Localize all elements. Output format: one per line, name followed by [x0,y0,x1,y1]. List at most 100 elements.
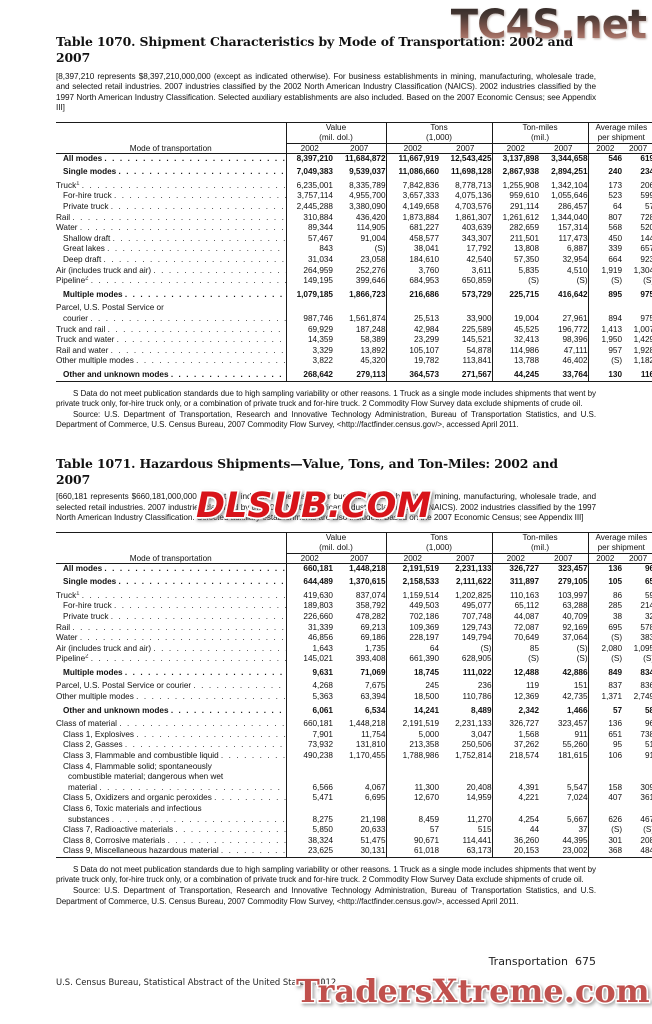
table-cell: 11,086,660 [385,167,440,178]
table-cell: 31,034 [285,254,333,266]
table-cell: 2,445,288 [285,202,333,213]
table-cell: 416,642 [557,289,588,299]
row-label: All modes . . . . . . . . . . . . . . . … [56,562,286,575]
table-cell: 2,749 [633,692,652,702]
table-cell: 7,901 [285,729,333,741]
table-cell: 206 [640,180,652,190]
table-cell: 21,198 [360,814,386,824]
table-cell: 57 [385,825,440,836]
table-cell: 1,007 [633,324,652,334]
table-cell: 8,275 [285,814,333,826]
row-label: Air (includes truck and air) . . . . . .… [56,265,286,275]
table-cell: 8,778,713 [455,180,492,190]
table-cell: (S) [491,654,540,665]
table-cell: 6,566 [285,782,333,794]
table-cell: 271,567 [461,369,492,379]
table-cell: 208 [640,835,652,845]
table-cell: 407 [587,793,623,804]
table1071-grid: Mode of transportation Value (mil. dol.) To… [56,531,652,858]
table-1071-headnote: [660,181 represents $660,181,000,000 (ex… [56,492,596,523]
table-cell: 73,932 [285,740,333,752]
table-cell: 7,842,836 [385,180,440,192]
table-cell: 343,307 [461,233,492,243]
table-cell: 895 [587,289,623,301]
table-cell: 3,137,898 [491,152,540,165]
table-cell: 361 [640,793,652,803]
table-cell: 546 [587,152,623,165]
table-cell: 57,350 [491,254,540,266]
table-row: Class 8, Corrosive materials . . . . . .… [56,835,652,847]
table-cell: 151 [573,681,588,691]
column-group-header: Value (mil. dol.) [285,121,387,144]
table-cell: (S) [374,244,386,254]
table-cell: (S) [576,654,588,664]
table-cell: 520 [640,223,652,233]
table-cell: 1,182 [633,356,652,366]
table-cell: 40,709 [562,611,588,621]
table-cell: 13,892 [360,345,386,355]
year-column-header: 2007 [539,552,589,564]
table-cell: 3,822 [285,356,333,367]
table-cell: 1,448,218 [333,562,387,575]
table-cell: 368 [587,846,623,858]
row-label: Deep draft . . . . . . . . . . . . . . .… [63,254,286,264]
table-row: Class 4, Flammable solid; spontaneously [56,761,652,773]
row-label: Parcel, U.S. Postal Service or [56,303,164,313]
table-row: Other and unknown modes . . . . . . . . … [56,369,652,381]
table-row: For-hire truck . . . . . . . . . . . . .… [56,601,652,612]
table-row: Class 6, Toxic materials and infectious [56,804,652,815]
table-cell: 144 [640,233,652,243]
table-row: Single modes . . . . . . . . . . . . . .… [56,167,652,178]
table-row: Water . . . . . . . . . . . . . . . . . … [56,633,652,644]
table-cell: 4,391 [491,782,540,794]
table-cell: 65,112 [491,601,540,612]
table-cell: 12,670 [385,793,440,804]
table-cell: 959,610 [491,191,540,202]
table-cell: 619 [622,152,652,165]
table-cell: 36,260 [491,835,540,847]
table-cell [587,804,623,815]
column-group-header: Value (mil. dol.) [285,531,387,554]
table-cell: 4,221 [491,793,540,804]
table-cell: 4,510 [567,265,588,275]
table-row: Class 1, Explosives . . . . . . . . . . … [56,729,652,741]
row-label: Pipeline2 . . . . . . . . . . . . . . . … [56,276,286,286]
row-label: Great lakes . . . . . . . . . . . . . . … [63,244,286,254]
table-cell: 9,539,037 [349,167,386,177]
table-cell: 5,667 [567,814,588,824]
table-cell: 51,475 [360,835,386,845]
table-cell: 2,191,519 [385,719,440,730]
table-cell: 358,792 [355,601,386,611]
table-cell: 58,389 [360,335,386,345]
table-row: Single modes . . . . . . . . . . . . . .… [56,577,652,588]
table-cell: 684,953 [385,276,440,287]
year-column-header: 2007 [439,552,493,564]
year-column-header: 2007 [539,142,589,154]
table-cell: 4,067 [365,782,386,792]
table-cell: 70,649 [491,633,540,644]
table-cell: 116 [640,369,652,379]
table-cell: 419,630 [285,590,333,602]
stub-column-header: Mode of transportation [56,121,286,154]
table-cell: 69,213 [360,622,386,632]
watermark-tradersxtreme: TradersXtreme.com [295,971,652,1012]
table-cell: 216,686 [385,289,440,301]
table-cell: 568 [587,223,623,234]
table-cell: 13,808 [491,244,540,255]
row-label: substances . . . . . . . . . . . . . . .… [68,814,286,824]
table-cell: 449,503 [385,601,440,612]
table-cell: 218,574 [491,751,540,762]
table-cell [539,303,588,314]
table-cell: 111,022 [462,667,492,677]
column-group-header: Tons (1,000) [385,121,493,144]
table-cell: 38,324 [285,835,333,847]
table-cell: 626 [587,814,623,826]
table-cell: 5,000 [385,729,440,741]
row-label: Other multiple modes . . . . . . . . . .… [56,692,286,702]
table-cell: 837,074 [355,590,386,600]
table-cell [491,772,540,783]
table-cell: 5,363 [285,692,333,703]
table-row: Truck and water . . . . . . . . . . . . … [56,335,652,346]
table-cell: 1,079,185 [285,289,333,301]
row-label: Single modes . . . . . . . . . . . . . .… [63,577,286,587]
